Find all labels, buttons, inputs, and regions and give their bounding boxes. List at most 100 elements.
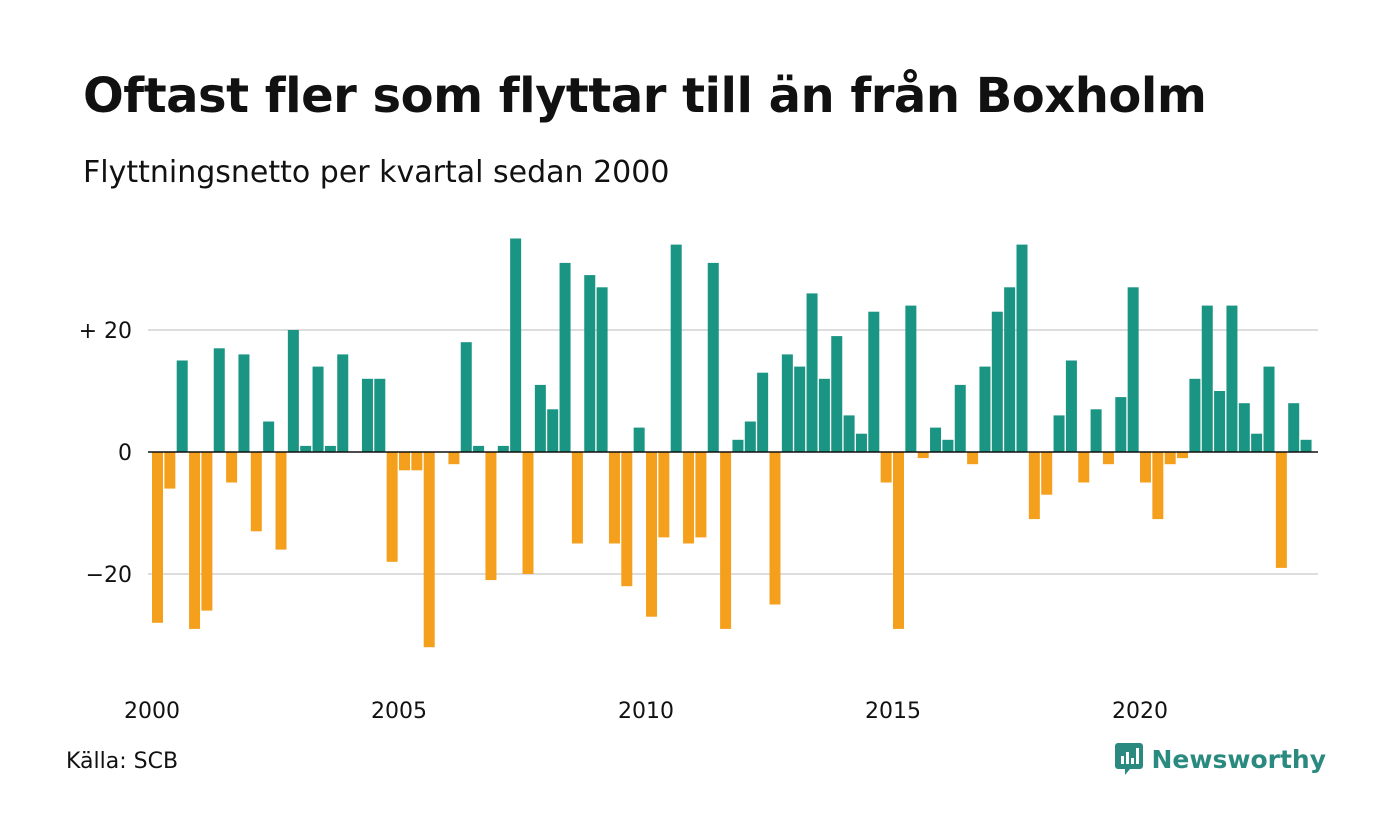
bar-2001-k3 bbox=[226, 452, 238, 483]
bar-2021-k1 bbox=[1189, 378, 1201, 452]
bar-2004-k3 bbox=[374, 378, 386, 452]
bar-2006-k1 bbox=[448, 452, 460, 465]
bar-2015-k1 bbox=[893, 452, 904, 629]
bar-2016-k2 bbox=[954, 384, 966, 452]
bar-2018-k2 bbox=[1053, 415, 1065, 452]
y-tick-label: + 20 bbox=[79, 319, 132, 344]
x-tick-label: 2010 bbox=[618, 699, 674, 724]
y-tick-label: −20 bbox=[86, 563, 132, 588]
bar-2008-k1 bbox=[547, 409, 559, 452]
bar-2009-k4 bbox=[633, 427, 645, 452]
x-tick-label: 2020 bbox=[1112, 699, 1168, 724]
bar-2017-k2 bbox=[1004, 287, 1016, 452]
bar-2014-k4 bbox=[880, 452, 892, 483]
bar-2000-k4 bbox=[189, 452, 201, 629]
bar-2014-k3 bbox=[868, 311, 880, 452]
bar-2018-k3 bbox=[1065, 360, 1077, 452]
bar-2020-k3 bbox=[1164, 452, 1176, 465]
brand-name: Newsworthy bbox=[1151, 744, 1327, 774]
bar-2009-k1 bbox=[596, 287, 608, 452]
bar-2014-k1 bbox=[843, 415, 855, 452]
bar-2005-k1 bbox=[399, 452, 410, 471]
bar-2011-k3 bbox=[720, 452, 732, 629]
bar-2005-k3 bbox=[423, 452, 435, 648]
bar-2006-k2 bbox=[460, 342, 472, 452]
bar-2007-k1 bbox=[497, 445, 509, 452]
bar-2002-k1 bbox=[250, 452, 262, 532]
bar-2016-k1 bbox=[942, 439, 954, 452]
bar-2003-k3 bbox=[324, 445, 336, 452]
bar-2004-k2 bbox=[361, 378, 373, 452]
bar-2000-k2 bbox=[164, 452, 176, 489]
source-note: Källa: SCB bbox=[66, 749, 179, 774]
y-tick-label: 0 bbox=[118, 441, 132, 466]
bar-2010-k3 bbox=[670, 244, 682, 452]
bar-2003-k1 bbox=[300, 445, 312, 452]
bar-2001-k4 bbox=[238, 354, 250, 452]
bar-2006-k3 bbox=[473, 445, 485, 452]
bar-2010-k4 bbox=[683, 452, 695, 544]
bar-2022-k4 bbox=[1275, 452, 1287, 568]
bar-2013-k2 bbox=[806, 293, 818, 452]
bar-2020-k4 bbox=[1177, 452, 1189, 459]
bar-2000-k3 bbox=[176, 360, 188, 452]
bar-2022-k2 bbox=[1251, 433, 1263, 452]
bar-2008-k4 bbox=[584, 275, 596, 452]
gridlines bbox=[148, 329, 1318, 575]
bar-2021-k3 bbox=[1214, 391, 1226, 452]
bar-2022-k3 bbox=[1263, 366, 1275, 452]
bar-2013-k4 bbox=[831, 336, 843, 452]
x-tick-label: 2005 bbox=[371, 699, 427, 724]
bar-2007-k3 bbox=[522, 452, 534, 574]
bar-2021-k4 bbox=[1226, 305, 1238, 452]
bar-2010-k1 bbox=[646, 452, 657, 617]
bar-2010-k2 bbox=[658, 452, 670, 538]
bar-2009-k3 bbox=[621, 452, 633, 587]
bar-2006-k4 bbox=[485, 452, 497, 581]
chart-title: Oftast fler som flyttar till än från Box… bbox=[83, 68, 1207, 124]
chart-subtitle: Flyttningsnetto per kvartal sedan 2000 bbox=[83, 155, 670, 190]
bars bbox=[152, 238, 1312, 648]
bar-2017-k3 bbox=[1016, 244, 1028, 452]
bar-2021-k2 bbox=[1201, 305, 1213, 452]
bar-2008-k3 bbox=[571, 452, 583, 544]
brand-logo[interactable]: Newsworthy bbox=[1114, 742, 1327, 776]
bar-2000-k1 bbox=[152, 452, 163, 623]
bar-2002-k4 bbox=[287, 330, 299, 452]
bar-2015-k4 bbox=[930, 427, 942, 452]
newsworthy-logo-icon bbox=[1114, 743, 1143, 775]
bar-2019-k2 bbox=[1102, 452, 1114, 465]
bar-2022-k1 bbox=[1238, 403, 1250, 452]
bar-2015-k3 bbox=[917, 452, 929, 459]
bar-2014-k2 bbox=[855, 433, 867, 452]
bar-2012-k1 bbox=[744, 421, 756, 452]
bar-2011-k4 bbox=[732, 439, 744, 452]
bar-2019-k3 bbox=[1115, 397, 1127, 452]
bar-2013-k3 bbox=[818, 378, 830, 452]
bar-2015-k2 bbox=[905, 305, 917, 452]
bar-2004-k4 bbox=[386, 452, 398, 562]
bar-2020-k2 bbox=[1152, 452, 1164, 520]
bar-2012-k4 bbox=[781, 354, 793, 452]
axes: + 20 0 −20 2000 2005 2010 2015 2020 bbox=[79, 319, 1318, 724]
bar-2023-k1 bbox=[1288, 403, 1300, 452]
bar-2011-k1 bbox=[695, 452, 707, 538]
bar-2018-k4 bbox=[1078, 452, 1090, 483]
x-tick-label: 2000 bbox=[124, 699, 180, 724]
bar-2003-k2 bbox=[312, 366, 324, 452]
bar-2002-k3 bbox=[275, 452, 287, 550]
bar-2023-k2 bbox=[1300, 439, 1312, 452]
bar-2016-k3 bbox=[967, 452, 979, 465]
bar-2013-k1 bbox=[794, 366, 806, 452]
bar-2007-k4 bbox=[534, 384, 546, 452]
bar-2016-k4 bbox=[979, 366, 991, 452]
bar-2020-k1 bbox=[1140, 452, 1151, 483]
bar-2019-k1 bbox=[1090, 409, 1102, 452]
bar-2012-k3 bbox=[769, 452, 781, 605]
bar-2001-k2 bbox=[213, 348, 225, 452]
bar-2009-k2 bbox=[608, 452, 620, 544]
x-tick-label: 2015 bbox=[865, 699, 921, 724]
bar-2003-k4 bbox=[337, 354, 349, 452]
bar-2017-k1 bbox=[991, 311, 1003, 452]
